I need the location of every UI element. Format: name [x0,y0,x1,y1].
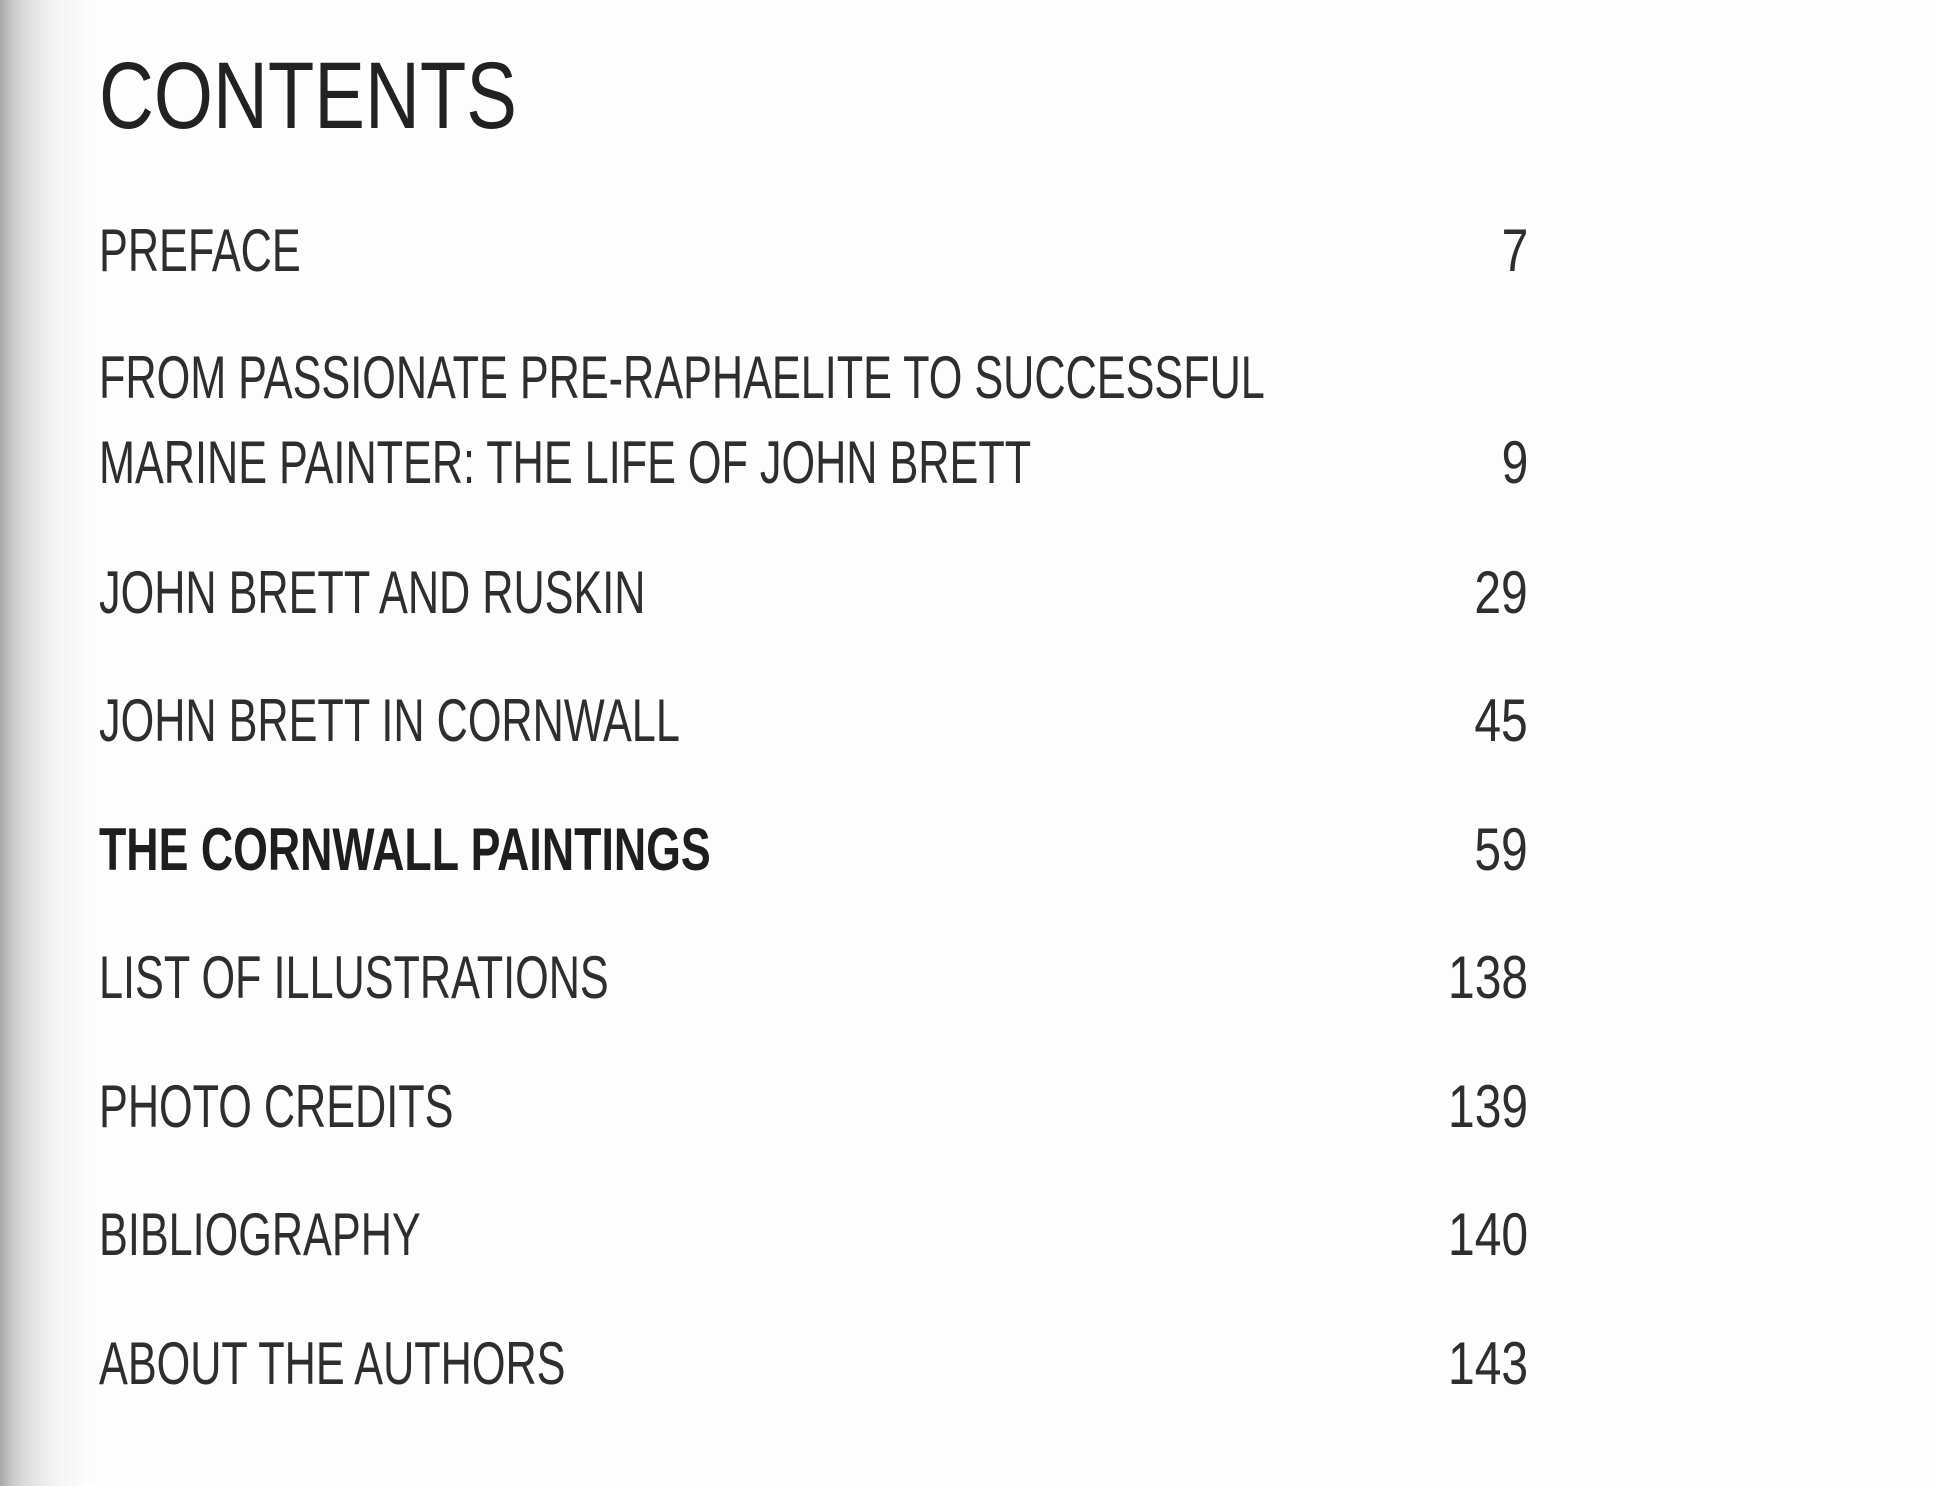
toc-entry-page: 138 [1447,944,1528,1011]
toc-entry-page: 59 [1474,816,1528,883]
toc-entry-photo-credits[interactable]: PHOTO CREDITS 139 [0,1077,1936,1137]
toc-entry-title: BIBLIOGRAPHY [99,1201,421,1268]
toc-entry-bibliography[interactable]: BIBLIOGRAPHY 140 [0,1205,1936,1265]
toc-entry-preface[interactable]: PREFACE 7 [0,221,1936,281]
toc-entry-title: PHOTO CREDITS [99,1073,454,1140]
toc-entry-list-of-illustrations[interactable]: LIST OF ILLUSTRATIONS 138 [0,948,1936,1008]
toc-entry-title: THE CORNWALL PAINTINGS [99,816,711,883]
toc-entry-title: PREFACE [99,217,301,284]
toc-entry-page: 29 [1474,559,1528,626]
toc-entry-page: 139 [1447,1073,1528,1140]
toc-entry-title: JOHN BRETT IN CORNWALL [99,687,680,754]
toc-entry-life-of-john-brett[interactable]: FROM PASSIONATE PRE-RAPHAELITE TO SUCCES… [0,348,1936,408]
toc-entry-title-line-2: MARINE PAINTER: THE LIFE OF JOHN BRETT [99,429,1032,496]
toc-entry-brett-and-ruskin[interactable]: JOHN BRETT AND RUSKIN 29 [0,563,1936,623]
toc-entry-page: 7 [1501,217,1528,284]
toc-entry-title: JOHN BRETT AND RUSKIN [99,559,646,626]
toc-entry-page: 45 [1474,687,1528,754]
toc-entry-cornwall-paintings[interactable]: THE CORNWALL PAINTINGS 59 [0,820,1936,880]
toc-entry-title-line-1: FROM PASSIONATE PRE-RAPHAELITE TO SUCCES… [99,344,1265,411]
toc-entry-page: 143 [1447,1330,1528,1397]
page-gutter-shadow [0,0,90,1486]
toc-entry-brett-in-cornwall[interactable]: JOHN BRETT IN CORNWALL 45 [0,691,1936,751]
toc-entry-about-the-authors[interactable]: ABOUT THE AUTHORS 143 [0,1334,1936,1394]
toc-entry-life-of-john-brett-cont[interactable]: MARINE PAINTER: THE LIFE OF JOHN BRETT 9 [0,433,1936,493]
toc-entry-page: 9 [1501,429,1528,496]
toc-entry-title: ABOUT THE AUTHORS [99,1330,566,1397]
toc-entry-page: 140 [1447,1201,1528,1268]
toc-entry-title: LIST OF ILLUSTRATIONS [99,944,609,1011]
page-title: CONTENTS [99,43,517,149]
